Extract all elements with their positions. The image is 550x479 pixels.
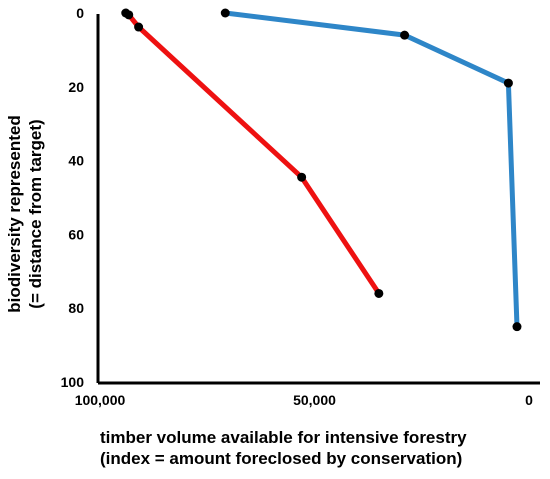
axis-titles: biodiversity represented (= distance fro…	[5, 115, 467, 468]
data-point-s1-p3	[134, 22, 144, 32]
y-tick-label: 60	[68, 226, 84, 242]
data-point-s1-p5	[374, 288, 384, 298]
y-tick-label: 100	[61, 374, 85, 390]
data-point-s1-p2	[124, 10, 134, 20]
x-tick-label: 100,000	[75, 392, 126, 408]
y-axis-title-line-1: biodiversity represented	[5, 115, 24, 312]
data-point-s2-p1	[220, 8, 230, 18]
x-tick-label: 50,000	[293, 392, 336, 408]
data-point-s1-p4	[297, 172, 307, 182]
y-axis-title-line-2: (= distance from target)	[26, 119, 45, 308]
data-point-s2-p4	[512, 322, 522, 332]
axes	[96, 14, 540, 385]
series	[124, 10, 520, 327]
series-line-2	[224, 10, 520, 327]
y-tick-label: 80	[68, 300, 84, 316]
y-tick-label: 40	[68, 153, 84, 169]
markers	[121, 8, 522, 332]
tick-labels: 0 20 40 60 80 100 100,000 50,000 0	[61, 5, 533, 408]
x-axis-title-line-1: timber volume available for intensive fo…	[100, 428, 467, 447]
series-line-1	[124, 10, 381, 295]
data-point-s2-p2	[400, 30, 410, 40]
data-point-s2-p3	[503, 78, 513, 88]
x-tick-label: 0	[525, 392, 533, 408]
x-axis-title-line-2: (index = amount foreclosed by conservati…	[100, 449, 462, 468]
y-tick-label: 0	[76, 5, 84, 21]
y-tick-label: 20	[68, 79, 84, 95]
